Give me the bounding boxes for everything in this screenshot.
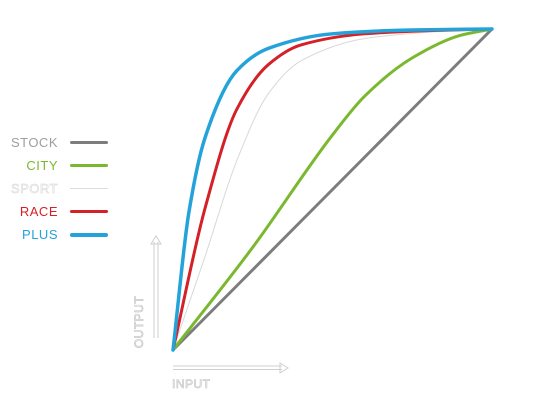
axes: [150, 235, 289, 374]
x-axis-label: INPUT: [172, 377, 211, 392]
series-line-city: [171, 27, 494, 352]
y-axis-label: OUTPUT: [132, 295, 147, 349]
series-line-sport: [172, 28, 493, 351]
series-lines: [171, 27, 494, 352]
series-line-plus: [171, 27, 494, 352]
y-axis-arrow: [150, 235, 162, 338]
x-axis-arrow: [173, 362, 289, 374]
series-line-stock: [171, 27, 494, 352]
